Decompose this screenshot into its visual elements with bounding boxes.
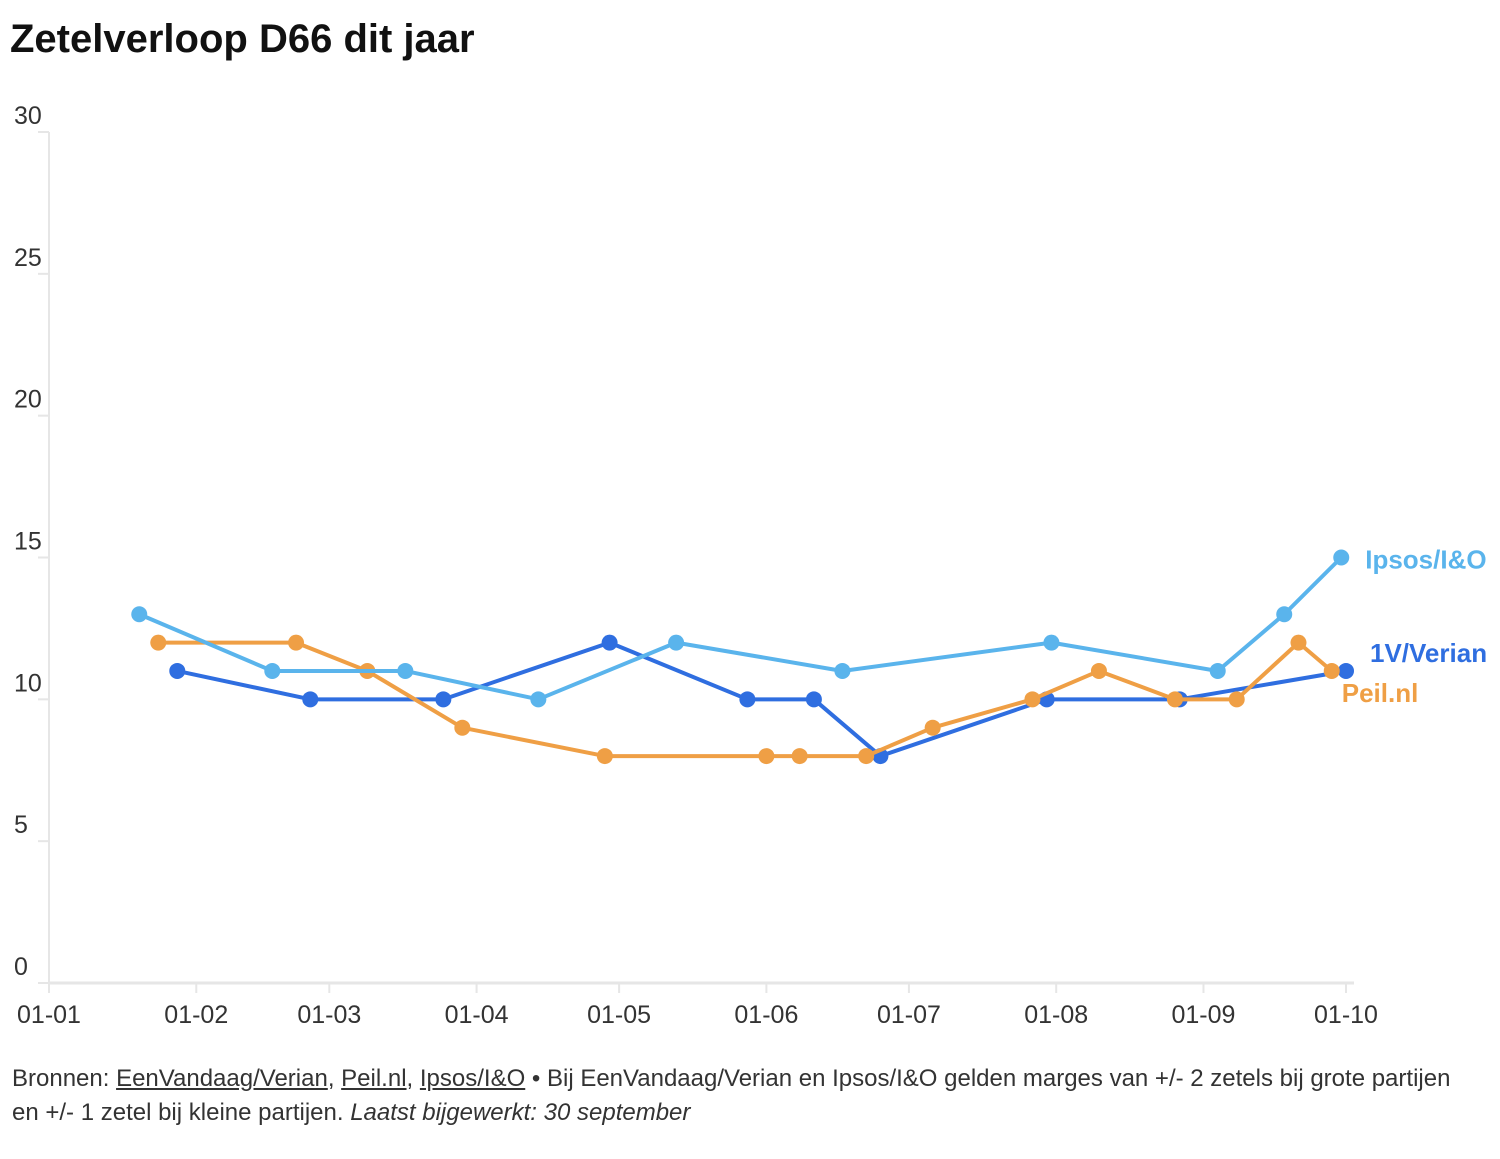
data-point — [288, 634, 305, 651]
data-point — [1290, 634, 1307, 651]
y-tick-label: 10 — [14, 669, 42, 697]
chart: Zetelverloop D66 dit jaar 0 5 10 15 20 25 30 01… — [10, 17, 1487, 1029]
x-tick-label: 01-08 — [1024, 1001, 1088, 1029]
x-tick-label: 01-01 — [17, 1001, 81, 1029]
chart-title: Zetelverloop D66 dit jaar — [10, 17, 475, 61]
data-point — [169, 662, 186, 679]
y-tick-label: 0 — [14, 953, 28, 981]
x-tick-label: 01-06 — [734, 1001, 798, 1029]
data-point — [1276, 606, 1293, 623]
data-point — [302, 691, 319, 708]
data-point — [1209, 662, 1226, 679]
data-point — [1090, 662, 1107, 679]
y-tick-label: 5 — [14, 811, 28, 839]
data-point — [858, 748, 875, 765]
data-point — [758, 748, 775, 765]
data-point — [1333, 549, 1350, 566]
data-point — [435, 691, 452, 708]
data-point — [601, 634, 618, 651]
data-point — [924, 719, 941, 736]
footer: Bronnen: EenVandaag/Verian, Peil.nl, Ips… — [12, 1062, 1452, 1130]
y-tick-label: 15 — [14, 528, 42, 556]
series-line — [138, 556, 1343, 702]
data-point — [1228, 691, 1245, 708]
data-point — [150, 634, 167, 651]
series-label: Ipsos/I&O — [1365, 545, 1486, 575]
source-link[interactable]: Peil.nl — [341, 1065, 407, 1092]
data-point — [805, 691, 822, 708]
footer-text: Bronnen: — [12, 1065, 117, 1092]
series-label: 1V/Verian — [1370, 638, 1487, 668]
data-point — [1024, 691, 1041, 708]
data-point — [454, 719, 471, 736]
x-tick-label: 01-04 — [445, 1001, 509, 1029]
footer-text: , — [327, 1065, 342, 1092]
data-point — [397, 662, 414, 679]
data-point — [739, 691, 756, 708]
x-tick-label: 01-03 — [297, 1001, 361, 1029]
data-point — [1166, 691, 1183, 708]
data-point — [264, 662, 281, 679]
data-point — [791, 748, 808, 765]
footer-text: Laatst bijgewerkt: 30 september — [350, 1099, 691, 1126]
data-point — [530, 691, 547, 708]
data-point — [1323, 662, 1340, 679]
data-point — [834, 662, 851, 679]
x-tick-label: 01-10 — [1314, 1001, 1378, 1029]
series-label: Peil.nl — [1342, 678, 1419, 708]
data-point — [1338, 662, 1354, 679]
y-tick-label: 20 — [14, 386, 42, 414]
x-tick-label: 01-02 — [164, 1001, 228, 1029]
data-point — [1043, 634, 1060, 651]
series-line — [176, 640, 1347, 759]
source-link[interactable]: Ipsos/I&O — [419, 1065, 526, 1092]
source-link[interactable]: EenVandaag/Verian — [116, 1065, 328, 1092]
y-tick-label: 25 — [14, 244, 42, 272]
footer-text: • Bij EenVandaag/Verian en Ipsos/I&O gel… — [12, 1065, 1451, 1126]
data-point — [596, 748, 613, 765]
data-point — [131, 606, 148, 623]
x-tick-label: 01-09 — [1171, 1001, 1235, 1029]
x-tick-label: 01-07 — [877, 1001, 941, 1029]
data-point — [668, 634, 685, 651]
x-tick-label: 01-05 — [587, 1001, 651, 1029]
footer-text: , — [406, 1065, 420, 1092]
y-tick-label: 30 — [14, 102, 42, 130]
